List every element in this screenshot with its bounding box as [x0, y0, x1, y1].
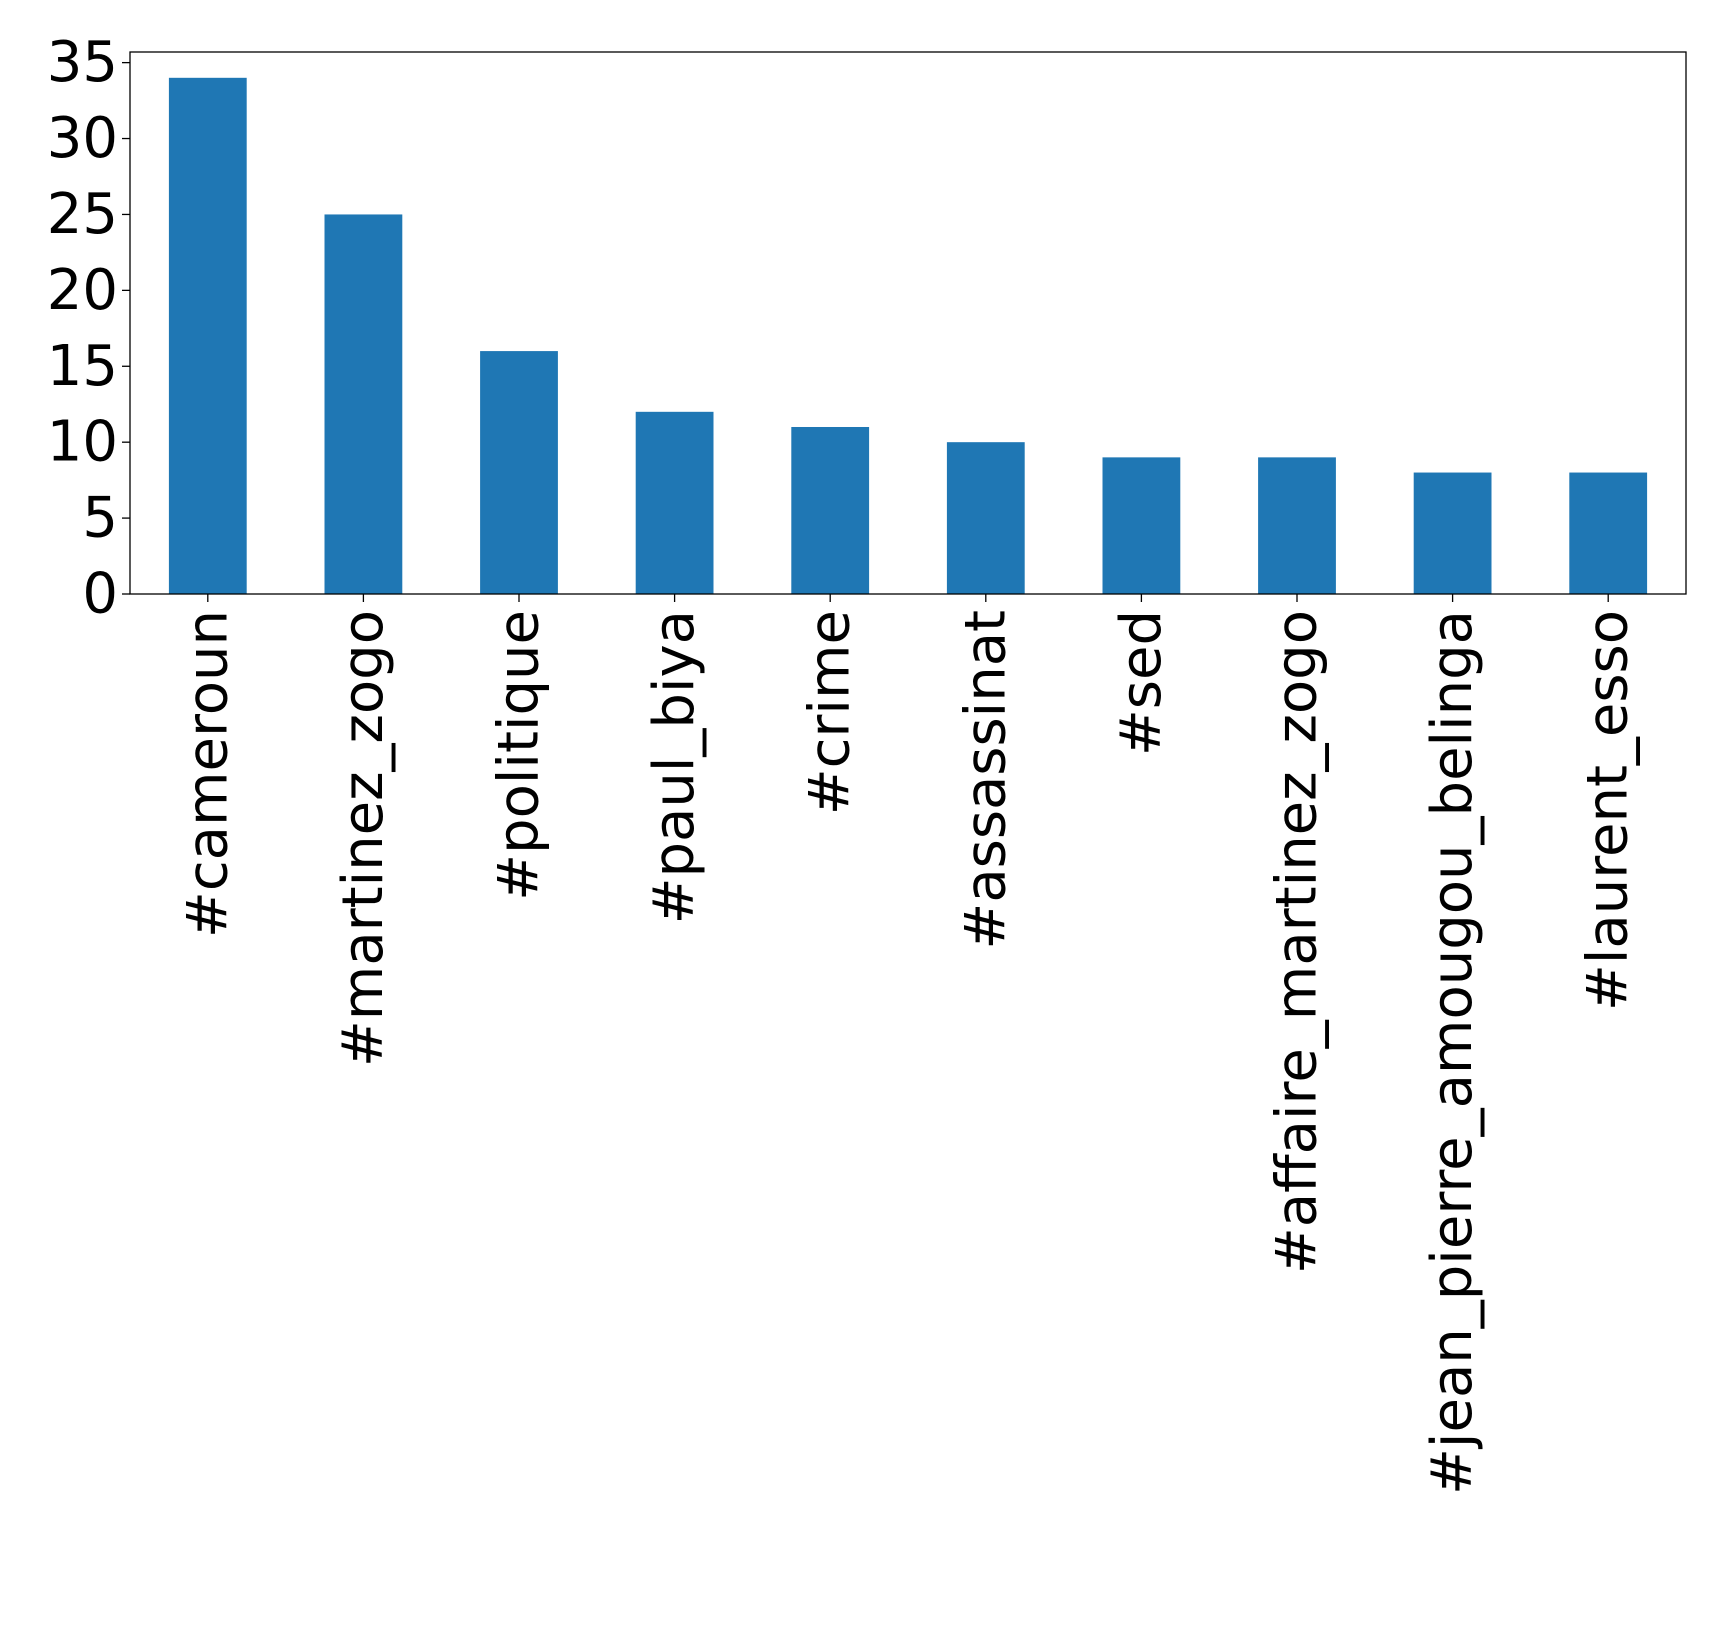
bar-sed — [1102, 457, 1181, 594]
x-axis: #cameroun #martinez_zogo #politique #paul_b… — [175, 594, 1641, 1495]
bar-cameroun — [168, 77, 247, 595]
bars-group — [168, 77, 1648, 595]
bar-martinez-zogo — [324, 214, 403, 594]
x-tick-label: #sed — [1109, 610, 1174, 756]
x-tick-label: #crime — [798, 610, 863, 815]
bar-paul-biya — [635, 411, 714, 594]
bar-assassinat — [946, 442, 1025, 594]
y-tick-label: 10 — [47, 410, 118, 475]
x-tick-label: #politique — [487, 610, 552, 901]
y-tick-label: 5 — [82, 486, 118, 551]
x-tick-label: #martinez_zogo — [331, 610, 396, 1067]
x-tick-label: #paul_biya — [642, 610, 707, 924]
y-tick-label: 0 — [82, 562, 118, 627]
plot-frame — [129, 51, 1687, 595]
bar-affaire-martinez-zogo — [1258, 457, 1336, 594]
x-tick-label: #cameroun — [175, 610, 240, 938]
y-tick-label: 20 — [47, 258, 118, 323]
bar-crime — [791, 426, 870, 594]
bar-laurent-esso — [1569, 472, 1648, 594]
x-tick-label: #laurent_esso — [1576, 610, 1641, 1011]
y-tick-label: 30 — [47, 106, 118, 171]
x-tick-label: #jean_pierre_amougou_belinga — [1420, 610, 1485, 1495]
bar-politique — [480, 351, 558, 594]
x-tick-label: #affaire_martinez_zogo — [1265, 610, 1330, 1274]
y-tick-label: 15 — [47, 334, 118, 399]
x-tick-label: #assassinat — [953, 610, 1018, 950]
y-tick-label: 35 — [47, 30, 118, 95]
y-tick-label: 25 — [47, 182, 118, 247]
bar-jean-pierre-amougou-belinga — [1413, 472, 1492, 594]
y-axis: 0 5 10 15 20 25 30 35 — [47, 30, 130, 627]
